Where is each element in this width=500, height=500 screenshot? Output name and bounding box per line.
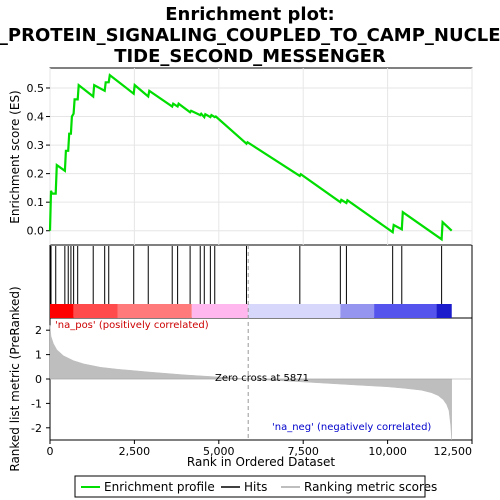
es-line-group — [48, 73, 453, 242]
metric-y-ticks: -2 -1 0 1 2 — [31, 324, 50, 435]
x-tick-label: 7,500 — [287, 445, 319, 458]
color-bar-segment — [50, 304, 74, 318]
pos-correlated-label: 'na_pos' (positively correlated) — [55, 320, 209, 331]
es-panel-frame — [49, 67, 473, 246]
legend-metric-label: Ranking metric scores — [304, 480, 437, 494]
metric-area-group — [49, 245, 472, 441]
es-gridlines — [49, 68, 473, 245]
x-tick-label: 2,500 — [119, 445, 151, 458]
metric-y-tick-label: -1 — [31, 397, 42, 410]
color-bar-segment — [436, 304, 452, 318]
es-y-tick-label: 0.0 — [27, 225, 45, 238]
es-y-ticks: 0.0 0.1 0.2 0.3 0.4 0.5 — [27, 82, 50, 238]
color-bar-segment — [374, 304, 437, 318]
es-y-tick-label: 0.1 — [27, 196, 45, 209]
es-y-tick-label: 0.2 — [27, 168, 45, 181]
legend-enrichment-label: Enrichment profile — [104, 480, 215, 494]
color-bar-segment — [191, 304, 249, 318]
metric-y-axis-label: Ranked list metric (PreRanked) — [8, 286, 22, 471]
x-ticks: 0 2,500 5,000 7,500 10,000 12,500 — [47, 440, 473, 458]
legend-hits-label: Hits — [244, 480, 267, 494]
es-y-tick-label: 0.5 — [27, 82, 45, 95]
x-axis-label: Rank in Ordered Dataset — [187, 455, 335, 469]
es-y-tick-label: 0.4 — [27, 111, 45, 124]
color-bar — [50, 304, 452, 318]
ranking-metric-area — [49, 325, 452, 441]
metric-y-tick-label: -2 — [31, 422, 42, 435]
metric-y-tick-label: 1 — [35, 349, 42, 362]
color-bar-segment — [340, 304, 375, 318]
es-y-axis-label: Enrichment score (ES) — [8, 90, 22, 223]
zero-cross-label: Zero cross at 5871 — [215, 373, 309, 384]
x-tick-label: 0 — [47, 445, 54, 458]
x-tick-label: 12,500 — [434, 445, 473, 458]
metric-y-tick-label: 2 — [35, 324, 42, 337]
legend-box — [74, 475, 426, 498]
legend: Enrichment profile Hits Ranking metric s… — [74, 475, 437, 498]
chart-title-line-3: TIDE_SECOND_MESSENGER — [114, 46, 386, 67]
color-bar-segment — [73, 304, 118, 318]
chart-title-line-1: Enrichment plot: — [165, 4, 335, 25]
metric-y-tick-label: 0 — [35, 373, 42, 386]
x-tick-label: 5,000 — [203, 445, 235, 458]
es-y-tick-label: 0.3 — [27, 139, 45, 152]
color-bar-segment — [117, 304, 192, 318]
color-bar-segment — [248, 304, 341, 318]
hits-group — [50, 246, 443, 304]
x-tick-label: 10,000 — [368, 445, 407, 458]
neg-correlated-label: 'na_neg' (negatively correlated) — [272, 422, 431, 433]
enrichment-profile-line — [48, 73, 453, 242]
chart-title-line-2: G_PROTEIN_SIGNALING_COUPLED_TO_CAMP_NUCL… — [0, 25, 500, 46]
